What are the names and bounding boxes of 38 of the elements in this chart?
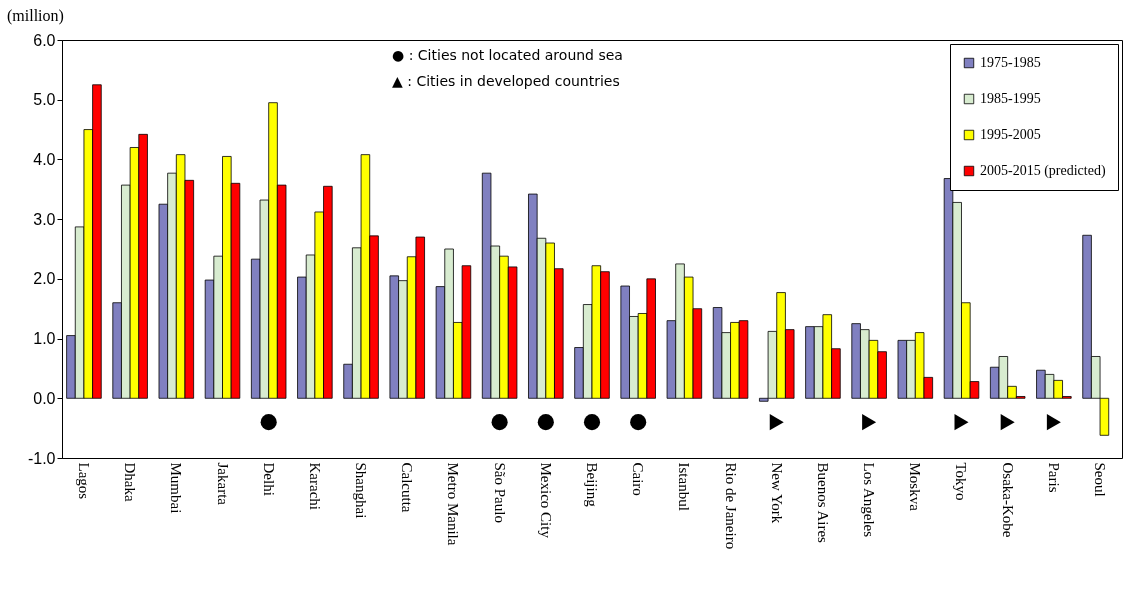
x-tick-label: Metro Manila bbox=[445, 462, 462, 546]
legend-label: 2005-2015 (predicted) bbox=[980, 163, 1106, 179]
x-tick-label: Tokyo bbox=[953, 462, 970, 501]
x-tick-label: Shanghai bbox=[353, 462, 370, 519]
y-tick-label: 6.0 bbox=[33, 31, 56, 49]
x-tick-label: Jakarta bbox=[214, 462, 231, 506]
x-tick-label: Moskva bbox=[907, 462, 924, 512]
annotation: ▲ : Cities in developed countries bbox=[392, 73, 620, 89]
x-tick-label: New York bbox=[768, 462, 785, 524]
y-tick-label: 1.0 bbox=[33, 330, 56, 348]
x-tick-label: São Paulo bbox=[491, 462, 508, 523]
x-tick-label: Lagos bbox=[75, 462, 92, 500]
x-tick-label: Istanbul bbox=[676, 462, 693, 511]
x-tick-label: Paris bbox=[1045, 462, 1062, 493]
x-tick-label: Mumbai bbox=[168, 462, 185, 514]
legend-label: 1995-2005 bbox=[980, 127, 1041, 142]
y-tick-label: 4.0 bbox=[33, 150, 56, 168]
y-tick-label: -1.0 bbox=[27, 449, 56, 467]
x-tick-label: Karachi bbox=[306, 462, 323, 510]
y-tick-label: 0.0 bbox=[33, 389, 56, 407]
x-tick-label: Osaka-Kobe bbox=[999, 462, 1016, 538]
y-tick-label: 5.0 bbox=[33, 91, 56, 109]
legend-label: 1985-1995 bbox=[980, 91, 1041, 106]
legend-label: 1975-1985 bbox=[980, 55, 1041, 70]
annotation: ● : Cities not located around sea bbox=[392, 47, 623, 63]
y-tick-label: 2.0 bbox=[33, 270, 56, 288]
y-axis-title: (million) bbox=[7, 7, 64, 25]
x-tick-label: Beijing bbox=[584, 462, 600, 508]
x-tick-label: Cairo bbox=[630, 462, 647, 496]
x-tick-label: Dhaka bbox=[122, 462, 139, 502]
x-tick-label: Rio de Janeiro bbox=[722, 462, 739, 550]
x-tick-label: Seoul bbox=[1092, 462, 1109, 497]
x-tick-label: Los Angeles bbox=[861, 462, 878, 538]
x-tick-label: Calcutta bbox=[399, 462, 416, 513]
x-tick-label: Delhi bbox=[260, 462, 277, 496]
x-tick-label: Buenos Aires bbox=[814, 462, 831, 544]
y-tick-label: 3.0 bbox=[33, 210, 56, 228]
x-tick-label: Mexico City bbox=[537, 462, 554, 539]
